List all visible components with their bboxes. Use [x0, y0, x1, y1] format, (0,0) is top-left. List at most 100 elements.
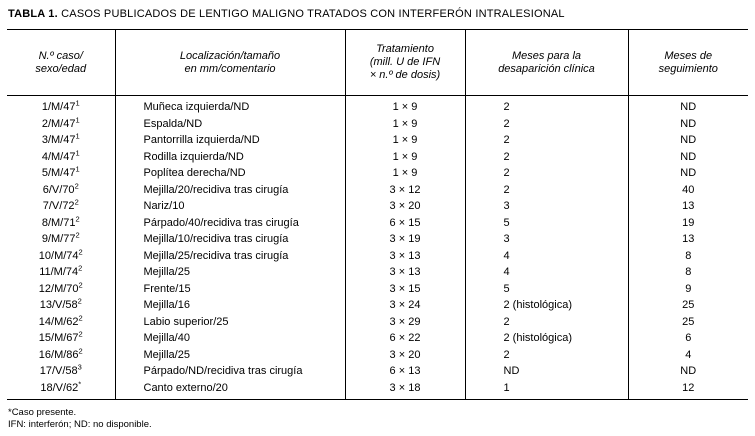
table-row: 12/M/702 Frente/15 3 × 15 5 9 — [7, 280, 748, 297]
cell-seguimiento: ND — [627, 363, 748, 380]
cell-caso: 2/M/471 — [41, 115, 80, 130]
cell-localizacion: Párpado/ND/recidiva tras cirugía — [114, 363, 345, 380]
cell-desaparicion: 1 — [464, 379, 628, 400]
cell-localizacion: Mejilla/20/recidiva tras cirugía — [114, 181, 345, 198]
reference-superscript: 2 — [78, 330, 83, 339]
table-row: 6/V/702 Mejilla/20/recidiva tras cirugía 3… — [7, 181, 748, 198]
table-row: 15/M/672 Mejilla/40 6 × 22 2 (histológica) 6 — [7, 330, 748, 347]
cell-caso: 16/M/862 — [38, 346, 83, 361]
cell-tratamiento: 3 × 18 — [344, 379, 465, 400]
reference-superscript: * — [78, 379, 82, 388]
table-row: 13/V/582 Mejilla/16 3 × 24 2 (histológica) 2… — [7, 297, 748, 314]
cell-desaparicion: 5 — [464, 280, 628, 297]
cell-localizacion: Mejilla/25 — [114, 346, 345, 363]
cell-tratamiento: 6 × 15 — [344, 214, 465, 231]
table-row: 7/V/722 Nariz/10 3 × 20 3 13 — [7, 198, 748, 215]
cell-seguimiento: ND — [627, 165, 748, 182]
cell-tratamiento: 3 × 20 — [344, 198, 465, 215]
cell-desaparicion: 2 (histológica) — [464, 297, 628, 314]
cell-caso: 3/M/471 — [41, 132, 80, 146]
cell-seguimiento: 13 — [627, 231, 748, 248]
reference-superscript: 2 — [75, 231, 80, 240]
table-row: 8/M/712 Párpado/40/recidiva tras cirugía 6… — [7, 214, 748, 231]
cell-caso: 11/M/742 — [39, 264, 83, 278]
cell-tratamiento: 1 × 9 — [344, 132, 465, 149]
footnote-abbreviations: IFN: interferón; ND: no disponible. — [8, 419, 152, 430]
table-body: 1/M/471 Muñeca izquierda/ND 1 × 9 2 ND 2/M/47… — [7, 95, 748, 400]
cell-localizacion: Mejilla/16 — [114, 297, 345, 314]
cell-localizacion: Poplítea derecha/ND — [114, 165, 345, 182]
cell-seguimiento: 19 — [627, 214, 748, 231]
cell-seguimiento: ND — [627, 148, 748, 165]
cell-seguimiento: 12 — [627, 379, 748, 400]
cell-desaparicion: 2 — [464, 95, 628, 116]
cell-tratamiento: 3 × 24 — [344, 297, 465, 314]
reference-superscript: 2 — [78, 280, 83, 289]
table-row: 5/M/471 Poplítea derecha/ND 1 × 9 2 ND — [7, 165, 748, 182]
cell-tratamiento: 3 × 15 — [344, 280, 465, 297]
cell-seguimiento: ND — [627, 132, 748, 149]
table-header-row: N.º caso/ sexo/edad Localización/tamaño … — [7, 29, 748, 96]
cell-localizacion: Frente/15 — [114, 280, 345, 297]
cell-tratamiento: 3 × 13 — [344, 264, 465, 281]
cell-tratamiento: 1 × 9 — [344, 115, 465, 132]
cell-desaparicion: 4 — [464, 264, 628, 281]
table-title: TABLA 1. CASOS PUBLICADOS DE LENTIGO MAL… — [8, 8, 748, 21]
cell-localizacion: Mejilla/40 — [114, 330, 345, 347]
cell-seguimiento: 8 — [627, 264, 748, 281]
cell-tratamiento: 3 × 20 — [344, 346, 465, 363]
cell-desaparicion: 2 — [464, 148, 628, 165]
cell-seguimiento: 40 — [627, 181, 748, 198]
header-caso: N.º caso/ sexo/edad — [7, 29, 115, 96]
cell-localizacion: Mejilla/25/recidiva tras cirugía — [114, 247, 345, 264]
cell-caso: 12/M/702 — [38, 280, 83, 295]
cell-caso: 1/M/471 — [41, 98, 80, 113]
cell-desaparicion: 4 — [464, 247, 628, 264]
cell-desaparicion: 2 — [464, 165, 628, 182]
cell-localizacion: Nariz/10 — [114, 198, 345, 215]
table-row: 18/V/62* Canto externo/20 3 × 18 1 12 — [7, 379, 748, 400]
cell-seguimiento: 13 — [627, 198, 748, 215]
cell-localizacion: Canto externo/20 — [114, 379, 345, 400]
table-row: 3/M/471 Pantorrilla izquierda/ND 1 × 9 2 ND — [7, 132, 748, 149]
cell-tratamiento: 1 × 9 — [344, 95, 465, 116]
reference-superscript: 3 — [77, 363, 82, 372]
cell-caso: 5/M/471 — [41, 165, 80, 179]
cell-localizacion: Labio superior/25 — [114, 313, 345, 330]
table-header: N.º caso/ sexo/edad Localización/tamaño … — [7, 29, 748, 96]
table-row: 4/M/471 Rodilla izquierda/ND 1 × 9 2 ND — [7, 148, 748, 165]
table-row: 16/M/862 Mejilla/25 3 × 20 2 4 — [7, 346, 748, 363]
cases-table: N.º caso/ sexo/edad Localización/tamaño … — [7, 29, 748, 400]
cell-seguimiento: 8 — [627, 247, 748, 264]
reference-superscript: 2 — [74, 198, 79, 207]
cell-desaparicion: 2 — [464, 132, 628, 149]
cell-tratamiento: 6 × 13 — [344, 363, 465, 380]
cell-caso: 9/M/772 — [41, 231, 80, 245]
cell-seguimiento: 25 — [627, 297, 748, 314]
cell-localizacion: Pantorrilla izquierda/ND — [114, 132, 345, 149]
cell-caso: 10/M/742 — [38, 247, 83, 262]
cell-desaparicion: 3 — [464, 198, 628, 215]
cell-caso: 13/V/582 — [39, 297, 82, 311]
cell-caso: 7/V/722 — [42, 198, 79, 212]
cell-caso: 6/V/702 — [42, 181, 79, 196]
reference-superscript: 1 — [75, 132, 80, 141]
cell-tratamiento: 3 × 19 — [344, 231, 465, 248]
cell-desaparicion: 2 (histológica) — [464, 330, 628, 347]
cell-caso: 8/M/712 — [41, 214, 80, 229]
cell-caso: 18/V/62* — [7, 379, 115, 400]
reference-superscript: 1 — [75, 98, 80, 108]
cell-caso: 17/V/583 — [39, 363, 82, 377]
footnote-asterisk: *Caso presente. — [8, 407, 77, 418]
cell-localizacion: Rodilla izquierda/ND — [114, 148, 345, 165]
cell-tratamiento: 6 × 22 — [344, 330, 465, 347]
cell-desaparicion: 2 — [464, 346, 628, 363]
table-row: 11/M/742 Mejilla/25 3 × 13 4 8 — [7, 264, 748, 281]
cell-seguimiento: ND — [627, 95, 748, 116]
cell-desaparicion: 3 — [464, 231, 628, 248]
cell-tratamiento: 3 × 29 — [344, 313, 465, 330]
cell-desaparicion: 2 — [464, 181, 628, 198]
header-seguimiento: Meses de seguimiento — [627, 29, 748, 96]
cell-seguimiento: ND — [627, 115, 748, 132]
reference-superscript: 1 — [75, 165, 80, 174]
